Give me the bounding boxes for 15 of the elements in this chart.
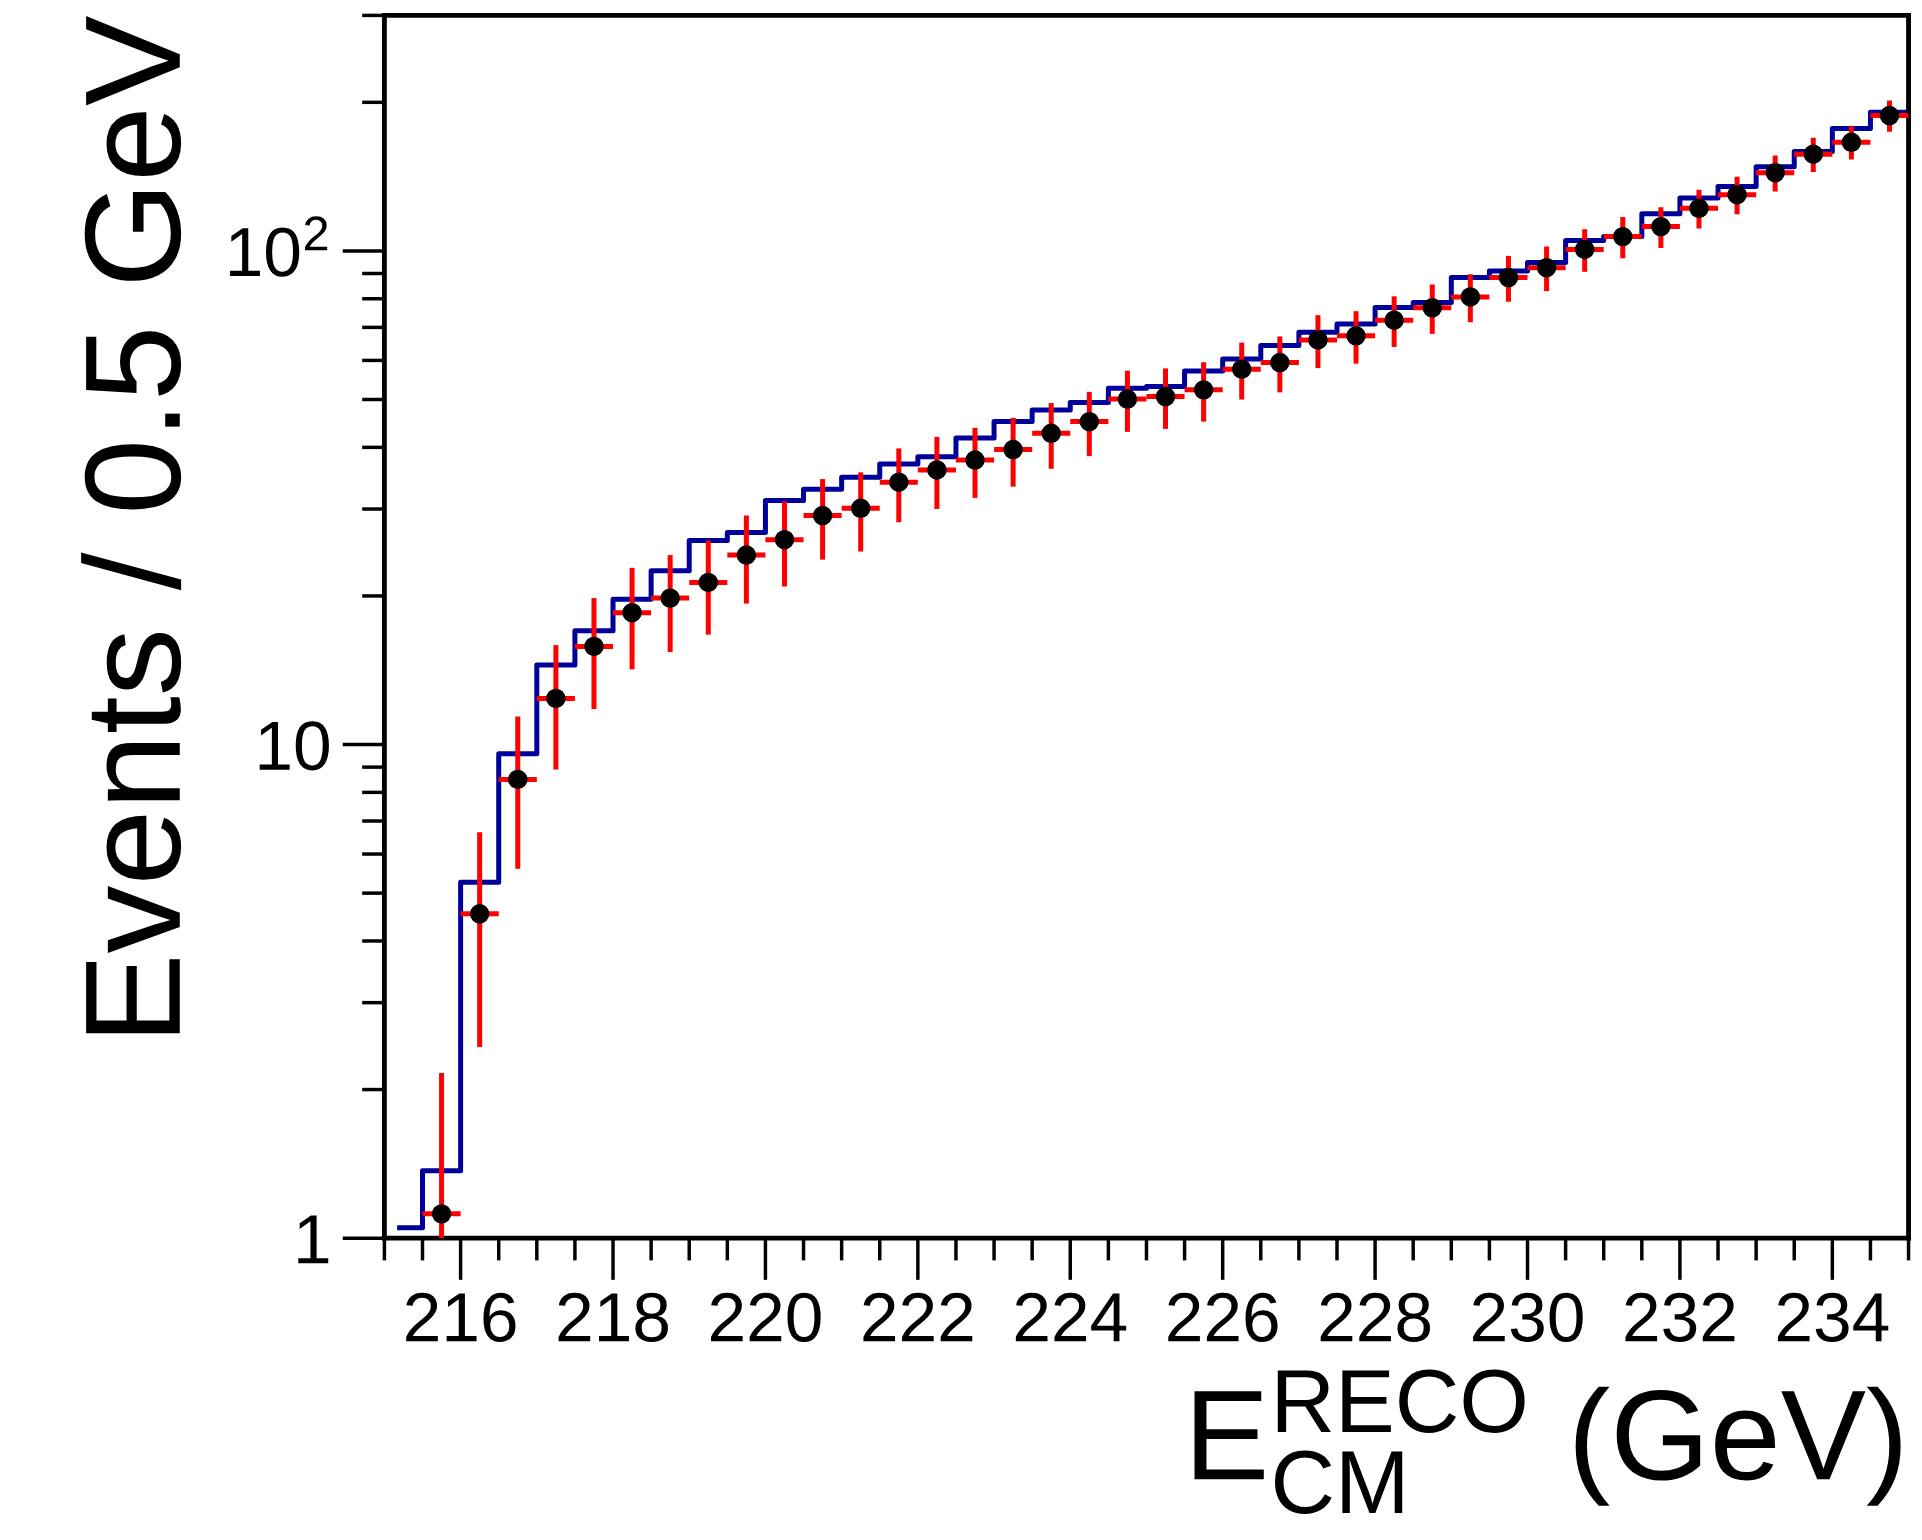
x-tick-label: 224 [1015, 1292, 1127, 1342]
x-tick-label: 226 [1168, 1292, 1278, 1342]
x-tick-label: 228 [1320, 1292, 1431, 1342]
x-tick-label: 222 [863, 1292, 973, 1342]
x-tick-label: 218 [558, 1292, 668, 1342]
x-tick-label: 234 [1777, 1292, 1889, 1342]
text: E$^{RECO}$$_{CM}$ (GeV) [1194, 1369, 1901, 1514]
y-tick-label: 10$^{2}$ [229, 216, 328, 277]
x-tick-label: 220 [711, 1292, 821, 1342]
y-axis-title: Events / 0.5 GeV [81, 15, 182, 1034]
y-tick-label: 10 [259, 721, 329, 771]
x-tick-label: 230 [1473, 1292, 1583, 1342]
x-tick-label: 216 [406, 1292, 516, 1342]
y-tick-label: 1 [298, 1215, 329, 1264]
x-tick-label: 232 [1625, 1292, 1735, 1342]
